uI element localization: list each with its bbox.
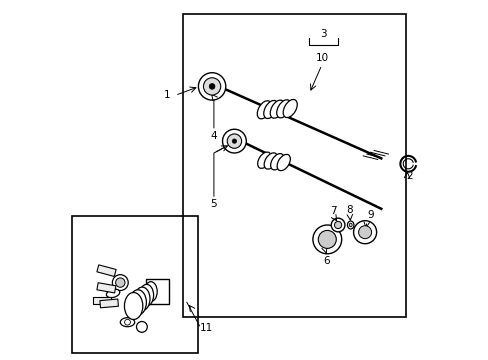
Ellipse shape	[134, 287, 150, 310]
Ellipse shape	[347, 221, 353, 229]
Text: 1: 1	[164, 90, 170, 100]
Circle shape	[222, 129, 246, 153]
Bar	[97, 283, 116, 293]
Ellipse shape	[106, 289, 120, 298]
Circle shape	[353, 221, 376, 244]
Bar	[100, 299, 118, 308]
Text: 8: 8	[346, 205, 352, 215]
Circle shape	[227, 134, 241, 148]
Circle shape	[124, 319, 130, 325]
Circle shape	[136, 321, 147, 332]
Ellipse shape	[124, 292, 142, 320]
Text: 9: 9	[366, 210, 373, 220]
Circle shape	[209, 84, 215, 89]
Bar	[97, 265, 116, 276]
Ellipse shape	[283, 99, 297, 118]
Ellipse shape	[348, 223, 351, 227]
Circle shape	[232, 139, 236, 143]
Ellipse shape	[139, 284, 153, 306]
Ellipse shape	[257, 101, 271, 119]
Bar	[93, 297, 111, 304]
Ellipse shape	[264, 153, 277, 169]
Text: 5: 5	[210, 199, 217, 209]
Bar	[72, 216, 197, 353]
Circle shape	[358, 226, 371, 239]
Circle shape	[198, 73, 225, 100]
Ellipse shape	[257, 152, 270, 168]
Circle shape	[318, 230, 336, 248]
Ellipse shape	[276, 100, 290, 118]
Ellipse shape	[263, 100, 277, 118]
Ellipse shape	[120, 318, 134, 327]
Text: 6: 6	[322, 256, 329, 266]
Text: 11: 11	[199, 323, 212, 333]
Ellipse shape	[129, 290, 146, 315]
Circle shape	[203, 78, 220, 95]
Text: 4: 4	[210, 131, 217, 141]
Text: 10: 10	[315, 53, 328, 63]
Text: 2: 2	[406, 171, 412, 181]
Ellipse shape	[270, 154, 284, 170]
Bar	[183, 14, 406, 317]
Circle shape	[312, 225, 341, 254]
Bar	[145, 279, 168, 304]
Ellipse shape	[270, 100, 284, 118]
Circle shape	[112, 275, 128, 291]
Ellipse shape	[330, 218, 344, 232]
Ellipse shape	[144, 282, 157, 302]
Text: 3: 3	[320, 29, 326, 39]
Ellipse shape	[334, 221, 341, 229]
Circle shape	[115, 278, 125, 287]
Ellipse shape	[277, 154, 290, 171]
Text: 7: 7	[329, 206, 336, 216]
